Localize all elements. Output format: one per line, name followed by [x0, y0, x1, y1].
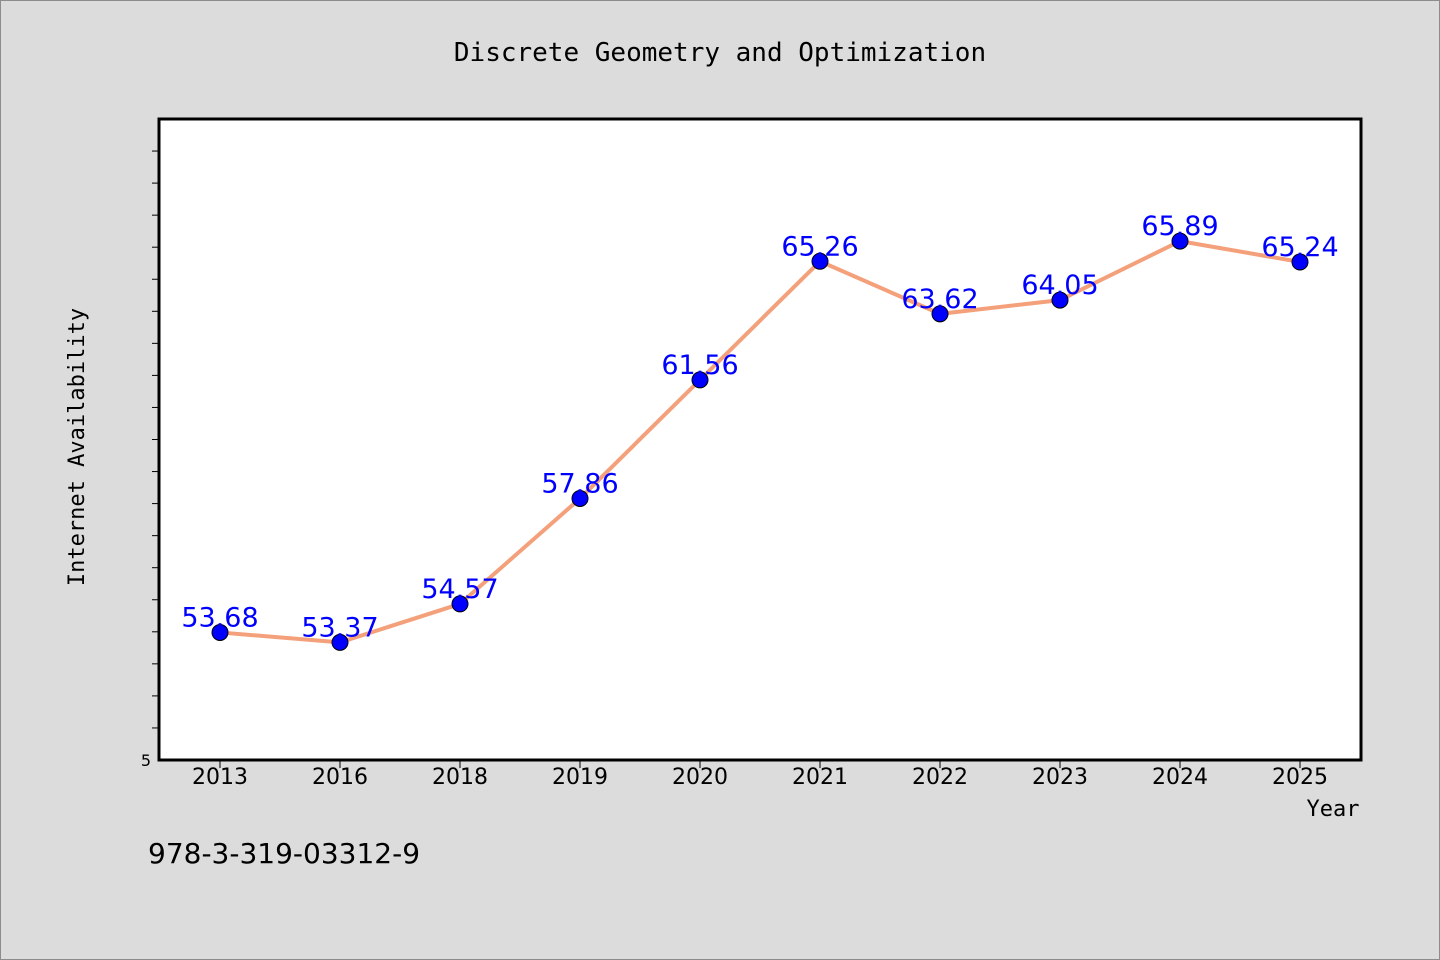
series-line: [218, 239, 1302, 645]
x-tick-label: 2024: [1152, 765, 1208, 790]
data-label: 53.68: [181, 602, 258, 633]
data-labels: 53.68 53.37 54.57 57.86 61.56 65.26 63.62 64.05…: [181, 211, 1338, 643]
plot-area: [157, 117, 1363, 762]
data-label: 65.24: [1261, 232, 1338, 263]
y-tick-label: 5: [141, 751, 151, 770]
x-tick-label: 2025: [1272, 765, 1328, 790]
data-label: 63.62: [901, 284, 978, 315]
data-label: 65.89: [1141, 211, 1218, 242]
data-point: [211, 623, 229, 641]
chart-title: Discrete Geometry and Optimization: [454, 38, 986, 68]
series-line-group: [218, 239, 1302, 645]
data-point: [931, 305, 949, 323]
x-tick-label: 2021: [792, 765, 848, 790]
data-point: [811, 252, 829, 270]
x-tick-label: 2018: [432, 765, 488, 790]
x-axis-ticks: 2013 2016 2018 2019 2020 2021 2022 2023 2024 2025: [192, 760, 1328, 790]
x-tick-label: 2022: [912, 765, 968, 790]
x-tick-label: 2016: [312, 765, 368, 790]
footer-isbn: 978-3-319-03312-9: [148, 837, 420, 870]
data-label: 53.37: [301, 612, 378, 643]
data-label: 57.86: [541, 468, 618, 499]
data-point: [691, 371, 709, 389]
x-tick-label: 2019: [552, 765, 608, 790]
x-tick-label: 2013: [192, 765, 248, 790]
data-label: 61.56: [661, 350, 738, 381]
data-point: [451, 595, 469, 613]
y-axis-label: Internet Availability: [65, 308, 90, 586]
data-point: [1171, 232, 1189, 250]
x-axis-label: Year: [1307, 797, 1360, 822]
data-label: 64.05: [1021, 270, 1098, 301]
x-tick-label: 2020: [672, 765, 728, 790]
data-label: 54.57: [421, 574, 498, 605]
data-point: [331, 633, 349, 651]
data-point: [1051, 291, 1069, 309]
y-axis-ticks: 5: [141, 150, 159, 770]
x-tick-label: 2023: [1032, 765, 1088, 790]
data-point: [571, 489, 589, 507]
data-label: 65.26: [781, 231, 858, 262]
data-point: [1291, 253, 1309, 271]
data-points: [211, 232, 1309, 651]
